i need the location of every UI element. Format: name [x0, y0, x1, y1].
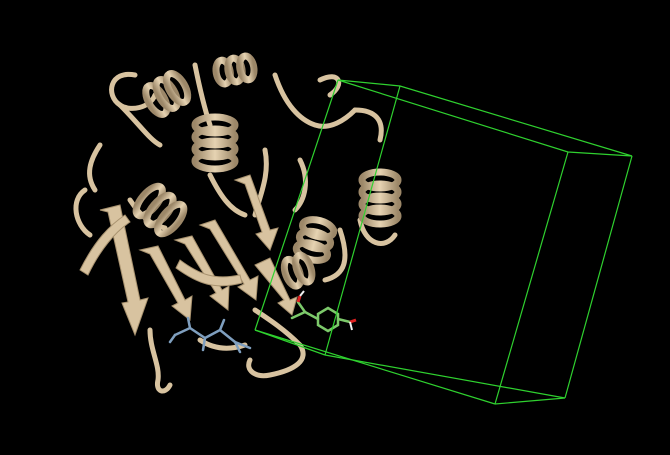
protein-beta-strands: [79, 174, 298, 337]
residue-branch: [233, 340, 242, 354]
grid-box-back-face: [337, 79, 633, 157]
coil-segment: [357, 217, 398, 246]
beta-strand-arrow: [173, 235, 230, 311]
coil-segment: [352, 107, 384, 143]
beta-strand-arrow: [175, 259, 243, 287]
residue-branch: [201, 336, 207, 352]
coil-segment: [117, 102, 163, 148]
grid-box-edge: [564, 155, 633, 399]
secondary-residue-sticks: [168, 316, 252, 354]
residue-branch: [186, 316, 192, 330]
coil-segment: [246, 307, 306, 379]
ligand-bond: [296, 300, 307, 314]
grid-box-edge: [254, 329, 496, 405]
residue-chain: [173, 326, 252, 350]
coil-segment: [73, 187, 93, 238]
helix: [280, 251, 316, 290]
helix: [358, 168, 402, 228]
ligand-atoms: [296, 290, 357, 331]
grid-box-edge: [324, 85, 401, 356]
grid-box-edge: [494, 397, 566, 405]
helix: [212, 52, 258, 88]
coil-segment: [147, 327, 173, 394]
protein-coil-ribbons: [73, 62, 398, 394]
ligand-oxygen-bond: [349, 318, 357, 324]
coil-segment: [87, 142, 103, 193]
beta-strand-arrow: [254, 257, 298, 316]
beta-strand-arrow: [138, 245, 193, 321]
coil-segment: [322, 227, 348, 283]
grid-box-edge: [324, 354, 566, 399]
beta-strand-arrow: [198, 219, 259, 301]
ligand-bond: [336, 317, 352, 324]
residue-branch: [218, 318, 226, 332]
coil-segment: [192, 62, 213, 128]
ligand-ring: [316, 306, 340, 333]
ligand-hydrogen-bond: [299, 290, 305, 297]
ligand-bond: [303, 310, 320, 321]
ligand-hydrogen-bond: [349, 321, 353, 331]
coil-segment: [207, 172, 248, 218]
grid-box-edge: [494, 151, 569, 405]
coil-segment: [292, 157, 308, 213]
helix: [191, 113, 239, 173]
residue-branch: [168, 333, 177, 344]
grid-box-edge: [254, 79, 339, 331]
coil-segment: [272, 72, 358, 129]
protein-helices: [132, 52, 402, 290]
helix: [142, 70, 192, 118]
helix: [132, 182, 188, 238]
grid-box-edge: [254, 329, 326, 356]
ligand-stick-model: [290, 300, 352, 333]
beta-strand-arrow: [99, 204, 149, 337]
ligand-oxygen-bond: [296, 295, 302, 303]
ligand-bond: [290, 310, 307, 320]
beta-strand-arrow: [79, 214, 131, 276]
beta-strand-arrow: [233, 174, 279, 251]
docking-grid-box[interactable]: [254, 79, 633, 405]
